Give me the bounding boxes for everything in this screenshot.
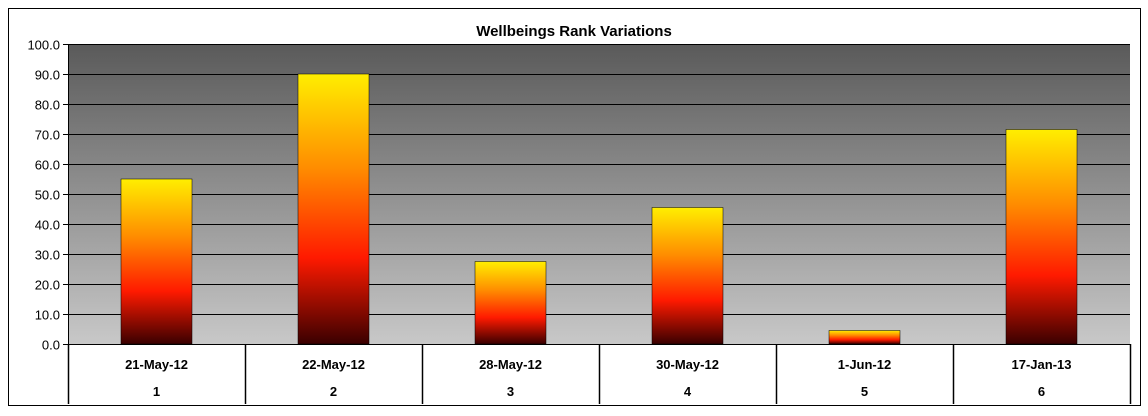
chart-title: Wellbeings Rank Variations [476, 23, 672, 40]
gridlines [63, 44, 1130, 345]
x-category-index-label: 5 [861, 384, 868, 399]
x-category-index-label: 1 [153, 384, 160, 399]
y-tick-label: 20.0 [35, 278, 60, 293]
x-axis-category-table: 21-May-12 1 22-May-12 2 28-May-12 3 30-May-12 4… [67, 344, 1132, 404]
y-tick-label: 40.0 [35, 218, 60, 233]
x-category-date-label: 28-May-12 [479, 357, 542, 372]
y-tick-label: 10.0 [35, 308, 60, 323]
y-tick-label: 90.0 [35, 68, 60, 83]
x-category-date-label: 21-May-12 [125, 357, 188, 372]
y-tick-label: 80.0 [35, 98, 60, 113]
bar [120, 178, 193, 345]
bar [474, 261, 547, 345]
bar [1005, 129, 1078, 345]
bar [297, 73, 370, 345]
bars [120, 73, 1078, 345]
y-tick-label: 30.0 [35, 248, 60, 263]
x-category-date-label: 17-Jan-13 [1012, 357, 1072, 372]
x-category-index-label: 6 [1038, 384, 1045, 399]
bar [828, 330, 901, 345]
x-category-date-label: 22-May-12 [302, 357, 365, 372]
x-category-index-label: 4 [684, 384, 692, 399]
x-category-index-label: 3 [507, 384, 514, 399]
y-tick-label: 50.0 [35, 188, 60, 203]
bar [651, 207, 724, 345]
y-tick-label: 70.0 [35, 128, 60, 143]
x-category-index-label: 2 [330, 384, 337, 399]
x-category-date-label: 1-Jun-12 [838, 357, 891, 372]
y-tick-label: 100.0 [27, 38, 60, 53]
y-tick-label: 0.0 [42, 338, 60, 353]
y-axis-tick-labels: 0.0 10.0 20.0 30.0 40.0 50.0 60.0 70.0 80.0 90.0 1… [27, 38, 60, 353]
y-tick-label: 60.0 [35, 158, 60, 173]
x-category-date-label: 30-May-12 [656, 357, 719, 372]
